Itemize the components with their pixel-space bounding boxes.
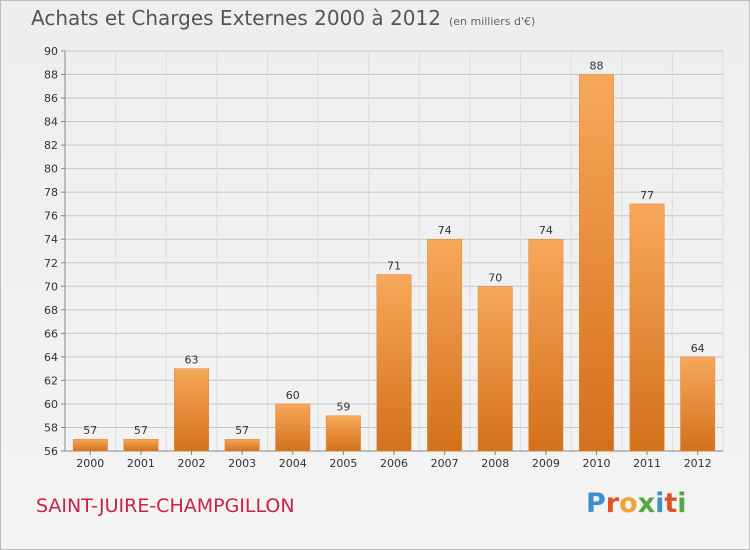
y-tick-label: 72 [44,257,58,270]
x-tick-label-2002: 2002 [178,457,206,470]
y-tick-label: 80 [44,163,58,176]
y-tick-label: 86 [44,92,58,105]
y-tick-label: 64 [44,351,58,364]
bar-2005 [325,415,361,452]
bar-2007 [427,238,463,452]
x-tick-label-2010: 2010 [582,457,610,470]
bar-2012 [680,356,716,452]
bar-2002 [174,368,209,452]
y-tick-label: 74 [44,233,58,246]
logo-letter: x [637,488,656,519]
logo-letter: t [664,488,678,519]
x-tick-label-2001: 2001 [127,457,155,470]
bar-2003 [224,438,260,452]
y-tick-label: 58 [44,421,58,434]
bar-2000 [72,438,108,452]
logo-letter: i [655,488,665,519]
logo-letter: i [677,488,687,519]
data-label-2005: 59 [336,401,350,414]
x-tick-label-2000: 2000 [76,457,104,470]
bar-2006 [376,274,412,452]
bar-2009 [528,238,564,452]
logo-letter: o [619,488,638,519]
x-tick-label-2011: 2011 [633,457,661,470]
bar-2004 [275,403,311,452]
data-label-2004: 60 [286,389,300,402]
y-tick-label: 84 [44,116,58,129]
bar-2011 [629,203,665,452]
y-tick-label: 76 [44,210,58,223]
chart-title: Achats et Charges Externes 2000 à 2012 (e… [31,6,535,30]
y-tick-label: 68 [44,304,58,317]
logo-letter: P [586,488,606,519]
y-tick-label: 62 [44,374,58,387]
y-tick-label: 56 [44,445,58,458]
x-tick-label-2008: 2008 [481,457,509,470]
data-label-2006: 71 [387,260,401,273]
data-label-2012: 64 [691,342,705,355]
y-tick-label: 78 [44,186,58,199]
commune-name: SAINT-JUIRE-CHAMPGILLON [36,495,295,517]
y-tick-label: 60 [44,398,58,411]
title-text: Achats et Charges Externes 2000 à 2012 [31,6,441,30]
data-label-2011: 77 [640,189,654,202]
x-tick-label-2009: 2009 [532,457,560,470]
y-tick-label: 70 [44,280,58,293]
logo-letter: r [605,488,620,519]
data-label-2008: 70 [488,271,502,284]
y-tick-label: 90 [44,45,58,58]
data-label-2007: 74 [438,224,452,237]
data-label-2003: 57 [235,424,249,437]
data-label-2000: 57 [83,424,97,437]
x-tick-label-2012: 2012 [684,457,712,470]
x-tick-label-2004: 2004 [279,457,307,470]
y-tick-label: 88 [44,69,58,82]
data-label-2002: 63 [185,354,199,367]
x-tick-label-2005: 2005 [329,457,357,470]
bars [72,74,716,452]
bar-2010 [579,74,614,452]
y-tick-label: 82 [44,139,58,152]
x-tick-label-2003: 2003 [228,457,256,470]
data-label-2001: 57 [134,424,148,437]
bar-2001 [123,438,159,452]
labels: 57 2000 57 2001 63 2002 57 2003 60 2004 59 2005 71 20… [76,60,711,470]
y-tick-label: 66 [44,327,58,340]
x-tick-label-2006: 2006 [380,457,408,470]
bar-2008 [477,286,513,452]
x-tick-label-2007: 2007 [431,457,459,470]
proxiti-logo[interactable]: Proxiti [586,488,687,519]
data-label-2009: 74 [539,224,553,237]
data-label-2010: 88 [589,60,603,73]
chart-subtitle: (en milliers d'€) [448,15,536,28]
